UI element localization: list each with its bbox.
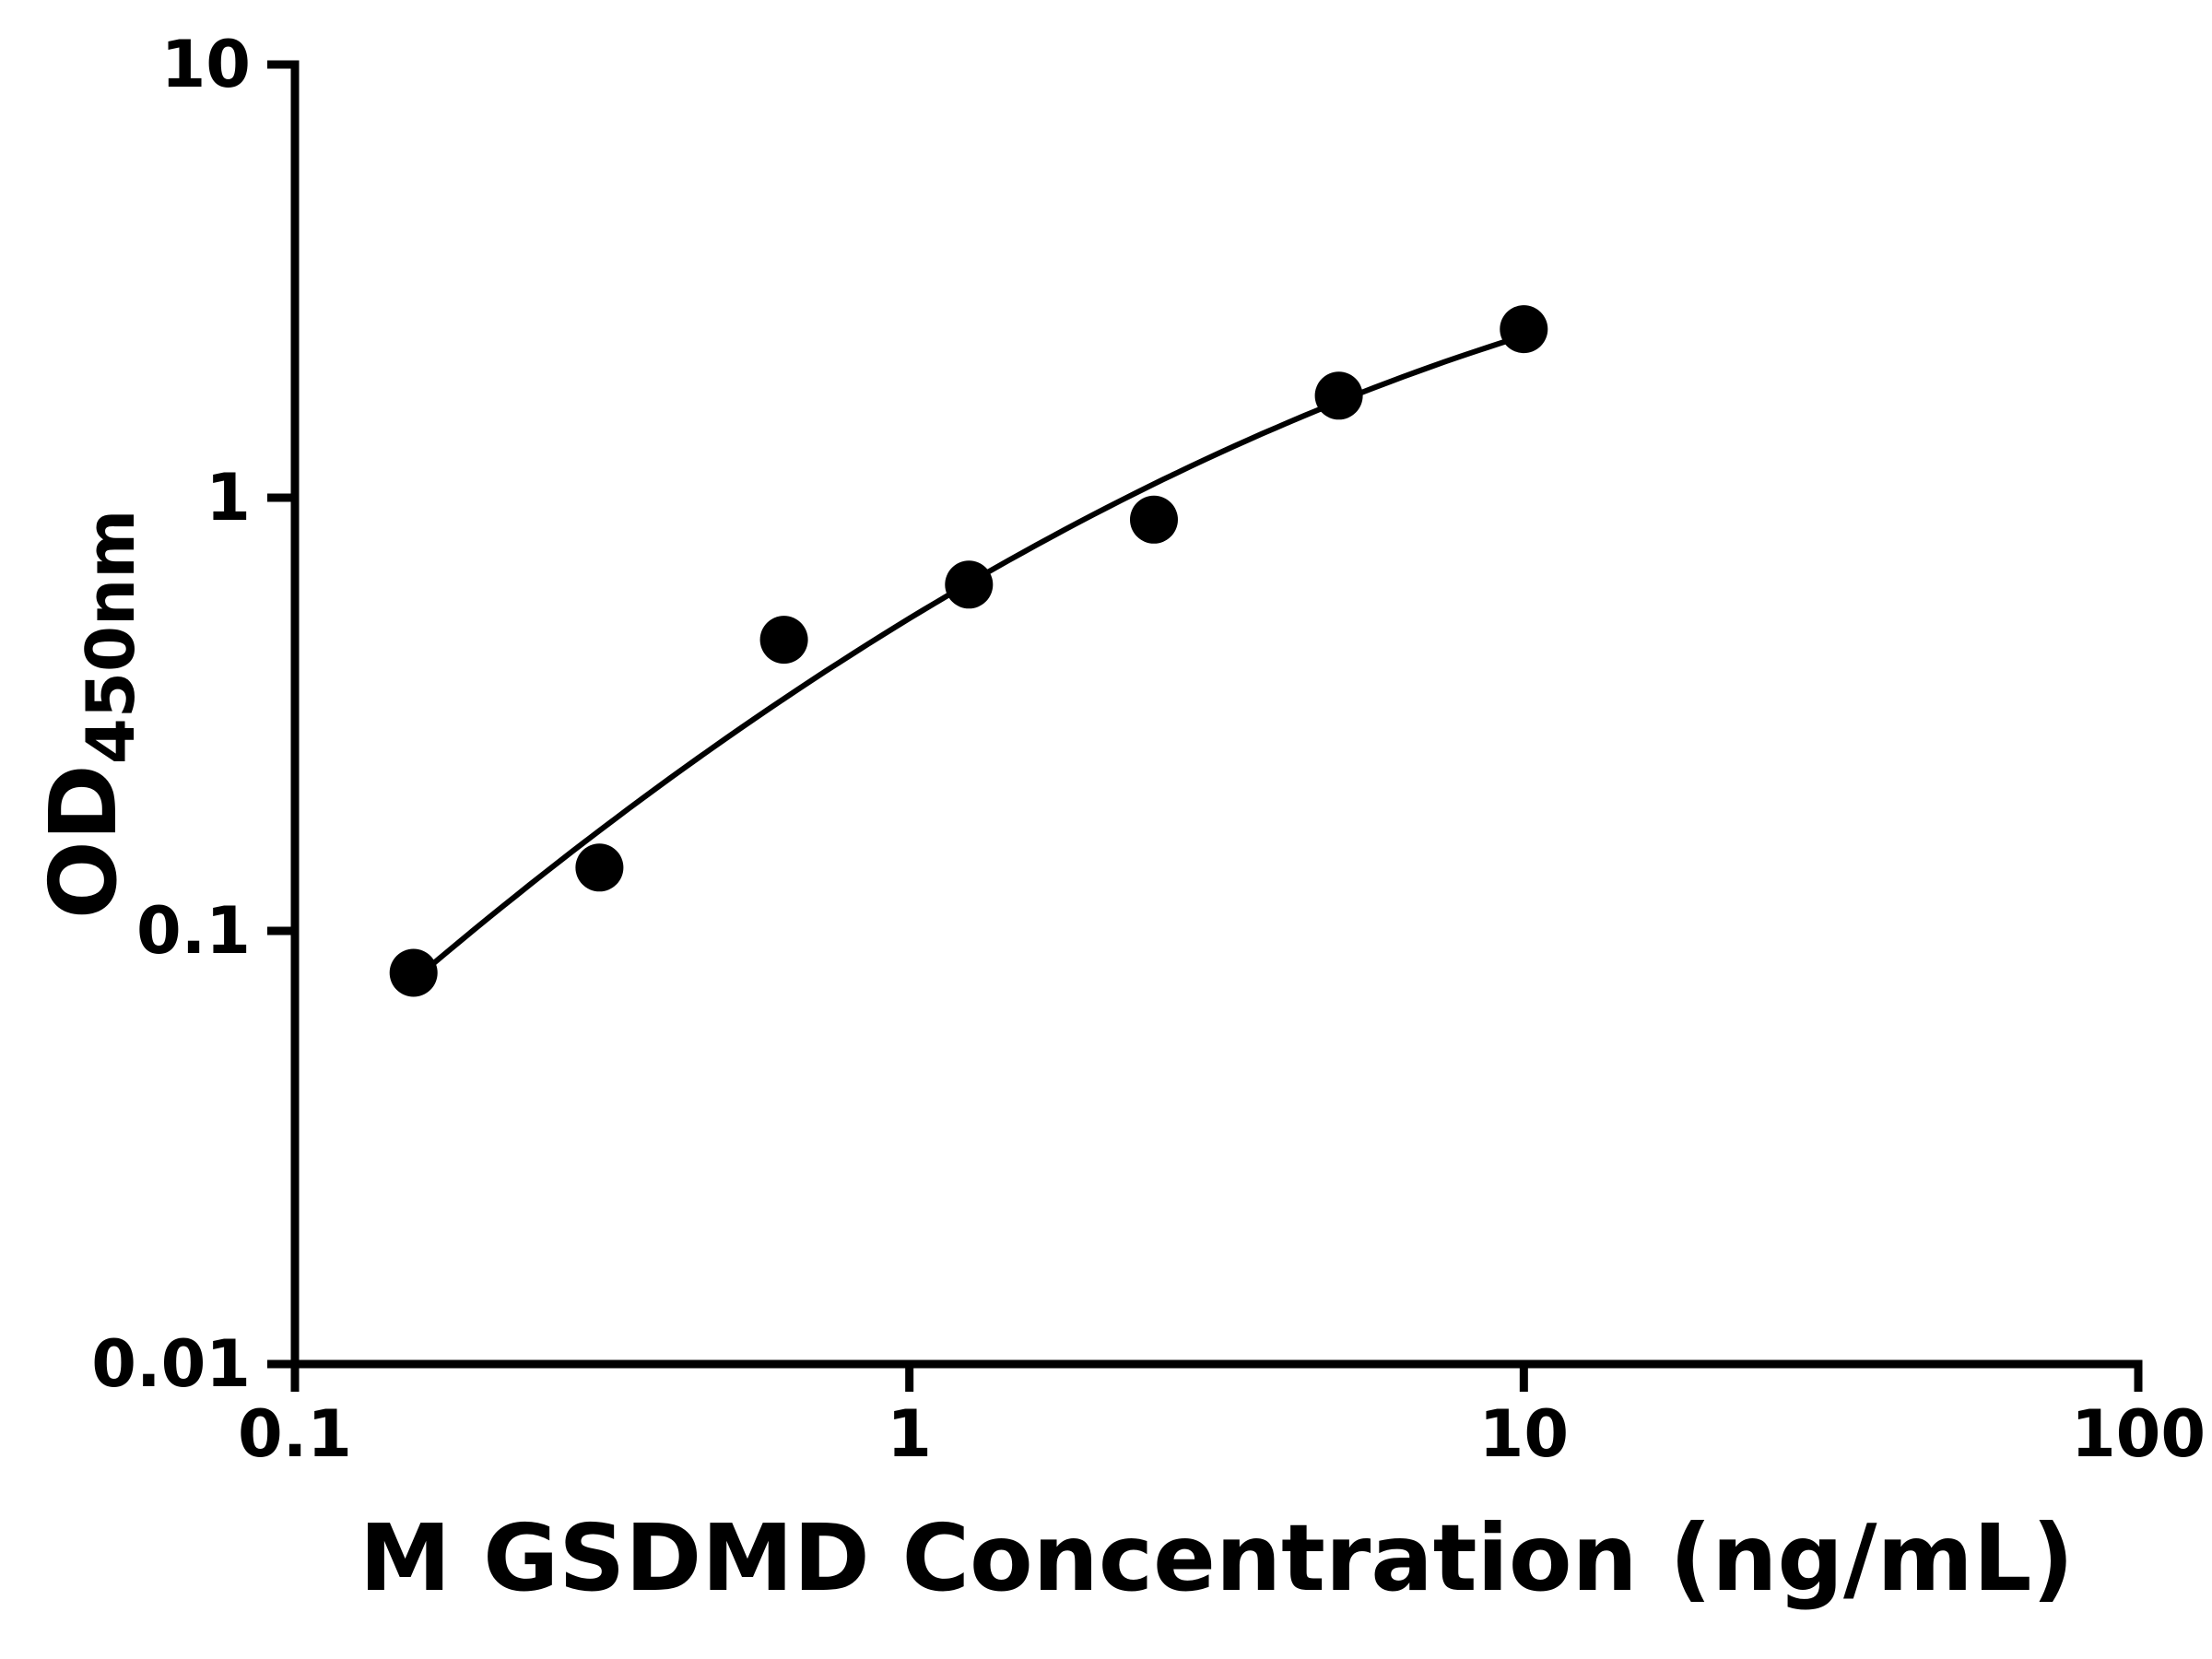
data-point-1 <box>575 843 624 892</box>
x-tick-label: 100 <box>2071 1396 2206 1472</box>
data-point-4 <box>1130 495 1178 544</box>
y-axis-title: OD450nm <box>29 510 149 920</box>
y-tick-label: 1 <box>206 460 251 535</box>
data-point-5 <box>1314 371 1363 420</box>
x-tick-label: 10 <box>1479 1396 1569 1472</box>
y-tick-label: 0.01 <box>91 1326 251 1402</box>
x-axis-title: M GSDMD Concentration (ng/mL) <box>359 1504 2074 1612</box>
y-tick-label: 0.1 <box>136 893 251 969</box>
y-axis-title-subscript: 450nm <box>72 510 149 765</box>
x-tick-label: 1 <box>887 1396 932 1472</box>
data-point-0 <box>389 948 438 997</box>
axes-spines <box>290 60 2143 1369</box>
x-tick-label: 0.1 <box>238 1396 352 1472</box>
data-point-6 <box>1500 305 1548 354</box>
data-point-3 <box>945 560 994 609</box>
y-tick-label: 10 <box>161 27 251 102</box>
fit-curve <box>400 331 1533 993</box>
data-point-2 <box>759 616 808 665</box>
y-axis-title-base: OD <box>29 764 137 919</box>
